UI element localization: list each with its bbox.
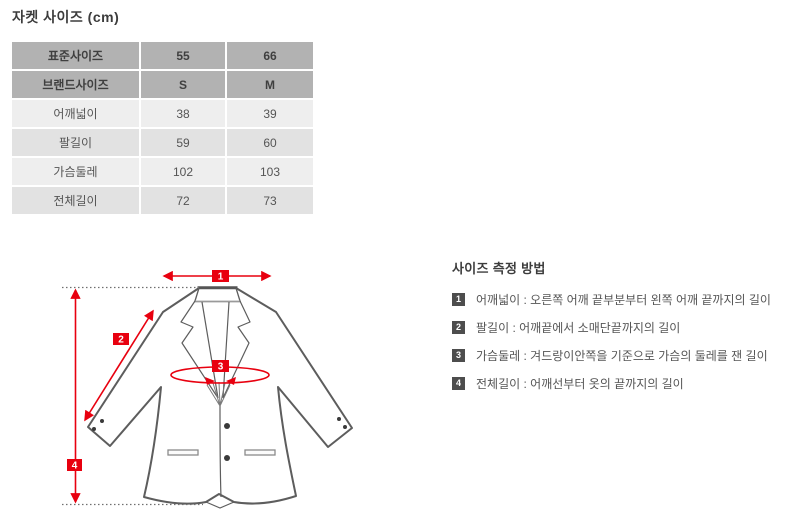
guide-item-chest: 3 가슴둘레 : 겨드랑이안쪽을 기준으로 가슴의 둘레를 잰 길이 [452,349,800,363]
measure-guide: 사이즈 측정 방법 1 어깨넓이 : 오른쪽 어깨 끝부분부터 왼쪽 어깨 끝까… [452,258,800,405]
front-center-line [219,405,222,498]
chest-fan-lines [206,381,231,407]
table-header-value: 55 [141,42,225,69]
front-button-top [224,423,230,429]
collar-side-left [194,287,200,302]
lapel-left [180,300,219,399]
marker-badge-1: 1 [212,270,229,283]
svg-text:1: 1 [218,272,224,283]
cuff-button-left-2 [100,419,104,423]
guide-item-text: 가슴둘레 : 겨드랑이안쪽을 기준으로 가슴의 둘레를 잰 길이 [476,349,768,363]
measure-guide-title: 사이즈 측정 방법 [452,261,546,276]
cuff-button-right-2 [343,425,347,429]
guide-item-sleeve: 2 팔길이 : 어깨끝에서 소매단끝까지의 길이 [452,321,800,335]
table-cell-label: 가슴둘레 [12,158,139,185]
cuff-button-right-1 [337,417,341,421]
table-row-standard-size: 표준사이즈 55 66 [12,42,313,69]
table-header-label: 브랜드사이즈 [12,71,139,98]
number-badge-3: 3 [452,349,465,362]
table-cell-value: 38 [141,100,225,127]
table-row-length: 전체길이 72 73 [12,187,313,214]
hem-vent [205,501,235,509]
table-header-value: 66 [227,42,313,69]
chest-ellipse-arrowhead-right [226,377,236,385]
collar-side-right [235,287,241,302]
lapel-right [222,300,251,399]
table-cell-value: 102 [141,158,225,185]
guide-item-text: 어깨넓이 : 오른쪽 어깨 끝부분부터 왼쪽 어깨 끝까지의 길이 [476,293,771,307]
table-cell-label: 어깨넓이 [12,100,139,127]
number-badge-1: 1 [452,293,465,306]
guide-item-text: 전체길이 : 어깨선부터 옷의 끝까지의 길이 [476,377,684,391]
table-cell-value: 59 [141,129,225,156]
guide-item-shoulder: 1 어깨넓이 : 오른쪽 어깨 끝부분부터 왼쪽 어깨 끝까지의 길이 [452,293,800,307]
marker-badge-3: 3 [212,360,229,373]
number-badge-2: 2 [452,321,465,334]
table-row-brand-size: 브랜드사이즈 S M [12,71,313,98]
marker-badge-4: 4 [67,459,82,472]
front-button-bottom [224,455,230,461]
jacket-measurement-diagram: 1 2 3 4 [62,270,353,509]
chest-ellipse-arrowhead-left [205,377,215,385]
pocket-right [244,449,276,456]
guide-item-text: 팔길이 : 어깨끝에서 소매단끝까지의 길이 [476,321,681,335]
table-cell-value: 72 [141,187,225,214]
lapel-inner-right [222,301,230,399]
svg-text:4: 4 [72,461,78,472]
size-table: 표준사이즈 55 66 브랜드사이즈 S M 어깨넓이 38 39 팔길이 59… [10,40,315,216]
pocket-left [167,449,199,456]
cuff-button-left-1 [92,427,96,431]
page-title: 자켓 사이즈 (cm) [12,9,120,25]
table-cell-label: 팔길이 [12,129,139,156]
number-badge-4: 4 [452,377,465,390]
svg-text:2: 2 [118,335,124,346]
table-cell-value: 60 [227,129,313,156]
table-header-label: 표준사이즈 [12,42,139,69]
sleeve-length-arrow [84,309,154,422]
table-cell-label: 전체길이 [12,187,139,214]
table-cell-value: 103 [227,158,313,185]
table-header-value: S [141,71,225,98]
table-cell-value: 39 [227,100,313,127]
table-header-value: M [227,71,313,98]
svg-text:3: 3 [218,362,224,373]
table-row-sleeve: 팔길이 59 60 [12,129,313,156]
lapel-inner-left [201,301,219,399]
table-row-chest: 가슴둘레 102 103 [12,158,313,185]
guide-item-length: 4 전체길이 : 어깨선부터 옷의 끝까지의 길이 [452,377,800,391]
table-row-shoulder: 어깨넓이 38 39 [12,100,313,127]
marker-badge-2: 2 [113,333,129,346]
table-cell-value: 73 [227,187,313,214]
